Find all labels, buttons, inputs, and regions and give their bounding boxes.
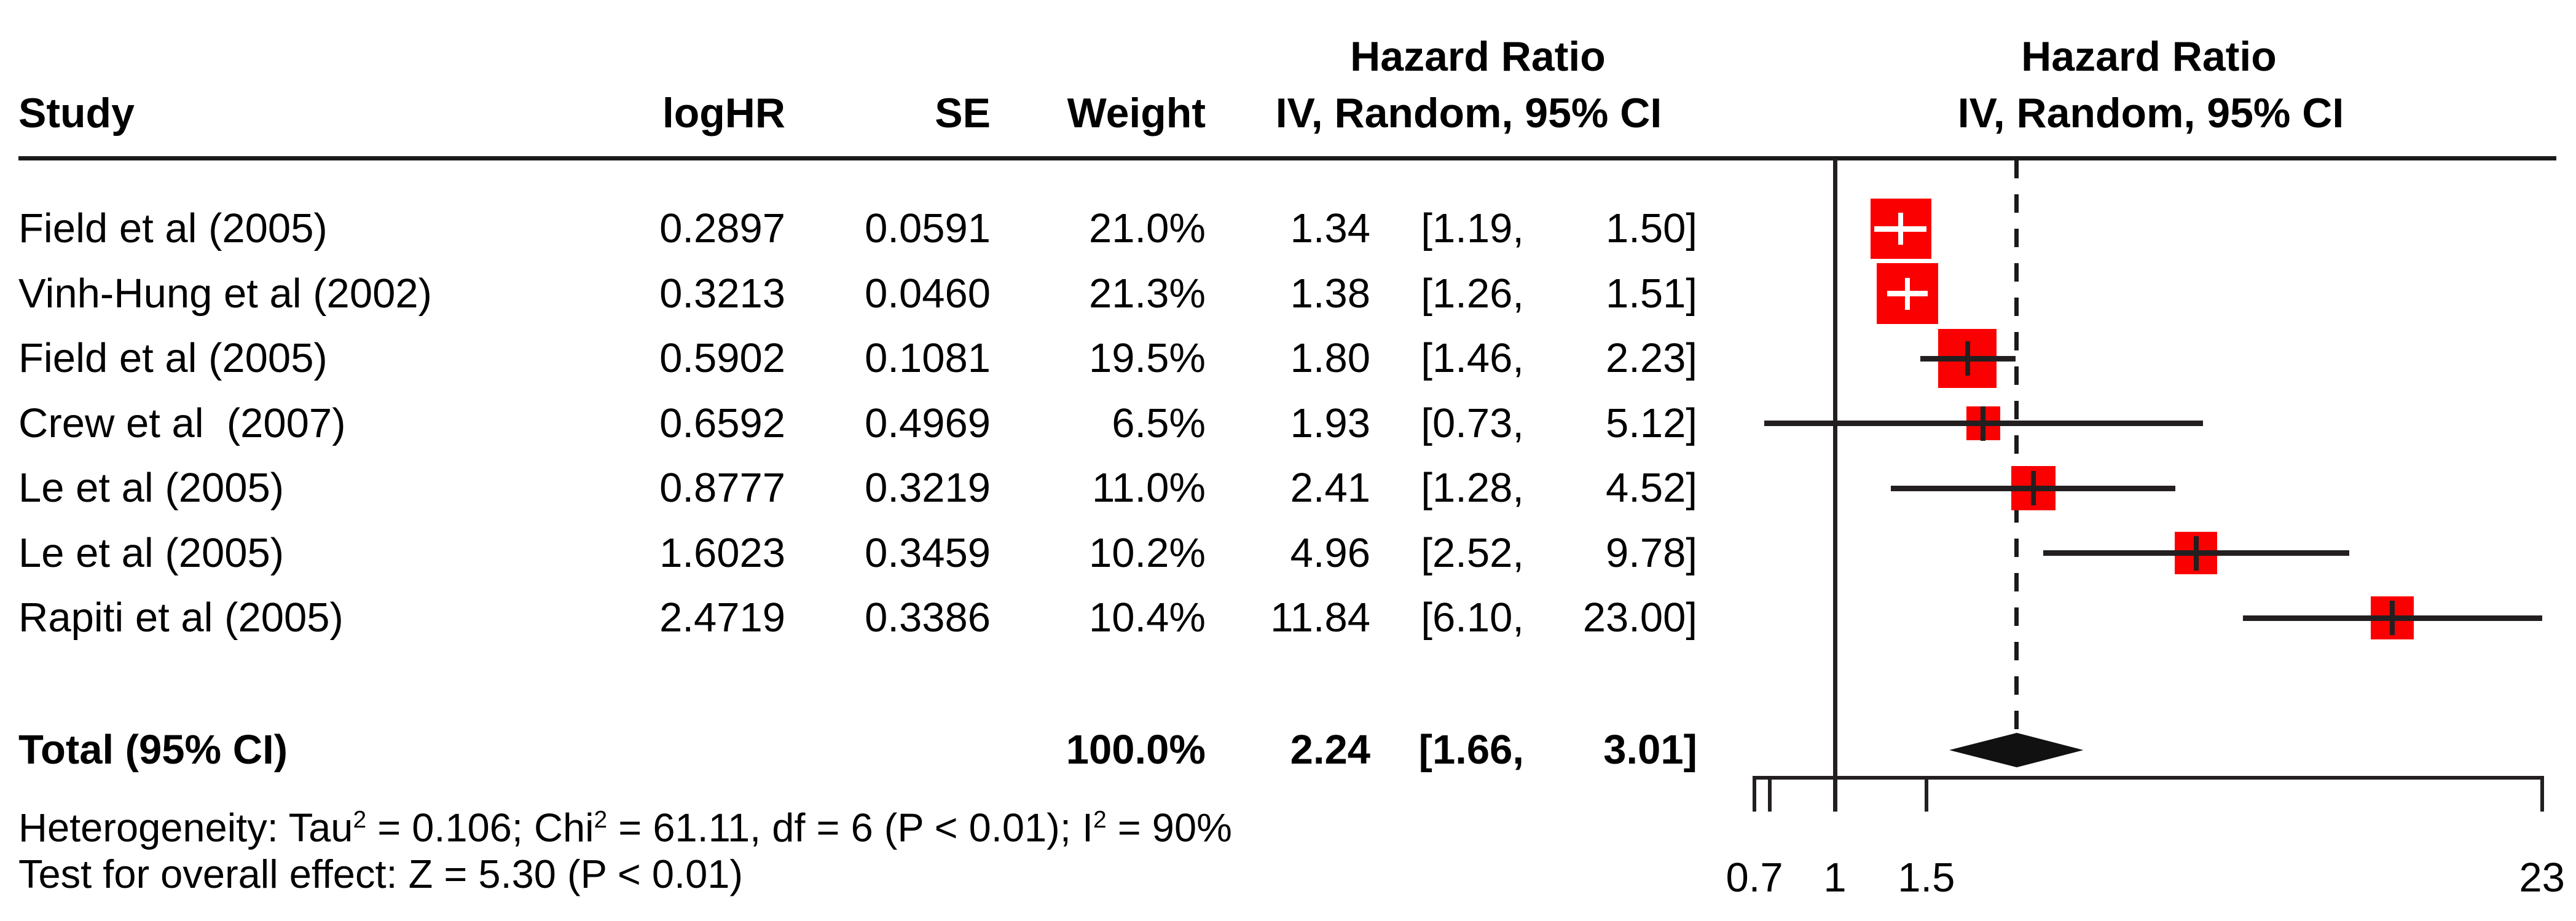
study-loghr: 0.2897 xyxy=(659,205,785,251)
study-se: 0.1081 xyxy=(865,335,991,381)
study-loghr: 0.5902 xyxy=(659,335,785,381)
study-se: 0.4969 xyxy=(865,400,991,446)
study-point-estimate-tick xyxy=(1981,406,1986,441)
study-ci-lower: [1.28, xyxy=(1421,465,1524,511)
study-se: 0.0591 xyxy=(865,205,991,251)
study-ci-upper: 23.00] xyxy=(1582,595,1697,641)
study-name: Rapiti et al (2005) xyxy=(18,595,344,641)
study-weight: 21.3% xyxy=(1089,270,1206,317)
study-point-estimate-tick xyxy=(1965,341,1970,376)
study-hr-estimate: 2.41 xyxy=(1290,465,1370,511)
loghr-column-header: logHR xyxy=(662,90,785,136)
superscript: 2 xyxy=(1093,807,1107,833)
study-name: Field et al (2005) xyxy=(18,205,328,251)
weight-column-header: Weight xyxy=(1067,90,1206,136)
x-axis-minor-tick xyxy=(1768,776,1772,812)
study-hr-estimate: 11.84 xyxy=(1270,595,1370,641)
study-loghr: 0.8777 xyxy=(659,465,785,511)
study-name: Field et al (2005) xyxy=(18,335,328,381)
study-ci-upper: 1.50] xyxy=(1605,205,1697,251)
x-axis-tick xyxy=(1924,776,1928,812)
study-point-estimate-tick xyxy=(1898,213,1904,245)
total-ci-upper: 3.01] xyxy=(1603,727,1697,773)
study-ci-upper: 2.23] xyxy=(1605,335,1697,381)
heterogeneity-note: Heterogeneity: Tau2 = 0.106; Chi2 = 61.1… xyxy=(18,796,1232,853)
study-column-header: Study xyxy=(18,90,135,136)
study-loghr: 2.4719 xyxy=(659,595,785,641)
study-ci-upper: 9.78] xyxy=(1605,529,1697,576)
study-name: Le et al (2005) xyxy=(18,465,285,511)
study-ci-upper: 4.52] xyxy=(1605,465,1697,511)
x-axis-tick xyxy=(1833,776,1837,812)
study-ci-lower: [1.26, xyxy=(1421,270,1524,317)
superscript: 2 xyxy=(594,807,608,833)
study-point-estimate-tick xyxy=(2389,601,2395,635)
study-hr-estimate: 1.93 xyxy=(1290,400,1370,446)
x-axis-tick xyxy=(1753,776,1757,812)
x-axis-line xyxy=(1753,776,2544,780)
ci-column-header-left: IV, Random, 95% CI xyxy=(1275,90,1662,136)
hazard-ratio-header-left: Hazard Ratio xyxy=(1350,33,1606,80)
total-ci-lower: [1.66, xyxy=(1418,727,1524,773)
study-point-estimate-tick xyxy=(2030,471,2036,505)
x-axis-tick-label: 1 xyxy=(1823,855,1847,901)
overall-effect-dashed-line xyxy=(2014,160,2019,732)
study-ci-lower: [2.52, xyxy=(1421,529,1524,576)
study-weight: 10.2% xyxy=(1089,529,1206,576)
total-estimate: 2.24 xyxy=(1290,727,1370,773)
overall-effect-note: Test for overall effect: Z = 5.30 (P < 0… xyxy=(18,850,743,899)
study-weight: 10.4% xyxy=(1089,595,1206,641)
study-ci-lower: [1.19, xyxy=(1421,205,1524,251)
x-axis-tick-label: 23 xyxy=(2519,855,2565,901)
study-weight: 6.5% xyxy=(1112,400,1206,446)
study-se: 0.3386 xyxy=(865,595,991,641)
total-label: Total (95% CI) xyxy=(18,727,288,773)
study-ci-lower: [0.73, xyxy=(1421,400,1524,446)
x-axis-tick-label: 0.7 xyxy=(1726,855,1783,901)
note-text: = 0.106; Chi xyxy=(366,805,594,850)
study-hr-estimate: 1.80 xyxy=(1290,335,1370,381)
study-name: Vinh-Hung et al (2002) xyxy=(18,270,432,317)
study-name: Crew et al (2007) xyxy=(18,400,346,446)
total-weight: 100.0% xyxy=(1066,727,1206,773)
superscript: 2 xyxy=(353,807,367,833)
study-weight: 21.0% xyxy=(1089,205,1206,251)
study-hr-estimate: 1.34 xyxy=(1290,205,1370,251)
total-effect-diamond-shape xyxy=(1949,733,2084,767)
note-text: = 90% xyxy=(1106,805,1232,850)
note-text: = 61.11, df = 6 (P < 0.01); I xyxy=(607,805,1094,850)
study-weight: 11.0% xyxy=(1091,465,1206,511)
ci-column-header-right: IV, Random, 95% CI xyxy=(1957,90,2344,136)
note-text: Heterogeneity: Tau xyxy=(18,805,353,850)
x-axis-tick-label: 1.5 xyxy=(1898,855,1955,901)
study-hr-estimate: 1.38 xyxy=(1290,270,1370,317)
study-loghr: 1.6023 xyxy=(659,529,785,576)
study-ci-lower: [1.46, xyxy=(1421,335,1524,381)
study-hr-estimate: 4.96 xyxy=(1290,529,1370,576)
total-effect-diamond xyxy=(1949,733,2084,767)
note-text: Test for overall effect: Z = 5.30 (P < 0… xyxy=(18,852,744,896)
study-se: 0.3219 xyxy=(865,465,991,511)
study-ci-lower: [6.10, xyxy=(1421,595,1524,641)
study-point-estimate-tick xyxy=(1905,277,1910,310)
study-ci-upper: 5.12] xyxy=(1605,400,1697,446)
header-divider-rule xyxy=(18,156,2556,160)
se-column-header: SE xyxy=(935,90,991,136)
study-weight: 19.5% xyxy=(1089,335,1206,381)
x-axis-tick xyxy=(2540,776,2544,812)
study-se: 0.3459 xyxy=(865,529,991,576)
study-se: 0.0460 xyxy=(865,270,991,317)
study-ci-upper: 1.51] xyxy=(1605,270,1697,317)
study-point-estimate-tick xyxy=(2193,536,2199,571)
hazard-ratio-header-right: Hazard Ratio xyxy=(2021,33,2277,80)
no-effect-reference-line xyxy=(1832,159,1837,812)
study-name: Le et al (2005) xyxy=(18,529,285,576)
study-loghr: 0.3213 xyxy=(659,270,785,317)
study-loghr: 0.6592 xyxy=(659,400,785,446)
